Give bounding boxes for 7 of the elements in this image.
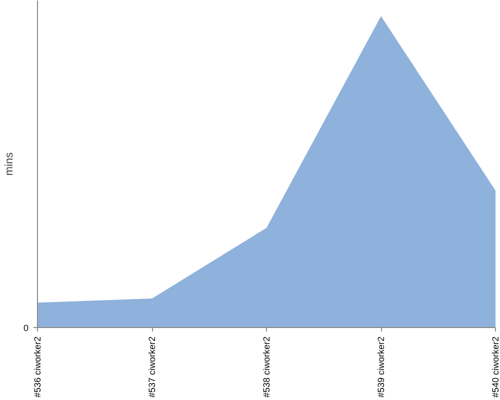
- x-tick-label: #540 ciworker2: [490, 336, 500, 398]
- x-tick-label: #536 ciworker2: [32, 336, 42, 398]
- text: 0: [23, 323, 29, 333]
- y-axis-title: mins: [3, 152, 16, 176]
- x-tick-label: #538 ciworker2: [262, 336, 272, 398]
- x-tick-label: #539 ciworker2: [376, 336, 386, 398]
- x-tick-label: #537 ciworker2: [147, 336, 157, 398]
